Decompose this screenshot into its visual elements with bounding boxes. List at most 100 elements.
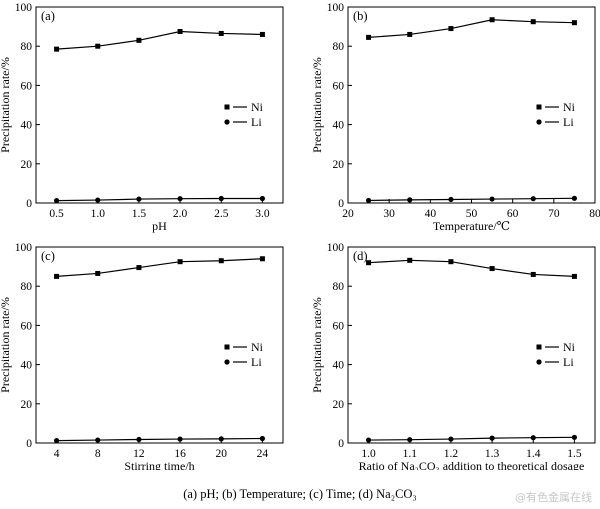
legend-marker xyxy=(224,104,230,110)
y-tick-label: 80 xyxy=(333,281,345,293)
data-point xyxy=(530,196,536,202)
legend-label: Li xyxy=(563,115,574,129)
data-point xyxy=(571,195,578,201)
data-point xyxy=(366,34,372,40)
chart-panel-2: 20 30 40 50 60 70 80020406080100Temperature/℃P… xyxy=(310,2,600,233)
figure-svg: 0.5 1.0 1.5 2.0 2.5 3.0020406080100pHPrecipit… xyxy=(0,2,600,470)
x-tick-label: 1.0 xyxy=(361,448,376,460)
legend-label: Ni xyxy=(251,340,264,354)
x-tick-label: 80 xyxy=(589,208,600,220)
legend-marker xyxy=(224,344,230,350)
y-axis-label: Precipitation rate/% xyxy=(0,57,12,153)
data-point xyxy=(177,196,183,202)
x-tick-label: 40 xyxy=(425,208,437,220)
x-tick-label: 1.4 xyxy=(526,448,541,460)
legend-label: Li xyxy=(563,355,574,369)
y-tick-label: 100 xyxy=(15,242,33,254)
chart-panel-3: 4 8 12 16 20 24 0 20 40 60 80 100 Stirring time/h Pre… xyxy=(0,242,284,470)
series-line xyxy=(56,437,263,442)
figure-panels: 0.5 1.0 1.5 2.0 2.5 3.0 0 20 40 60 80 100 pH Precipit… xyxy=(0,2,600,470)
data-point xyxy=(571,20,577,26)
legend-item-ni: Ni xyxy=(224,100,264,114)
data-point xyxy=(54,273,60,279)
legend-label: Ni xyxy=(563,100,576,114)
data-point xyxy=(218,258,224,264)
y-tick-label: 0 xyxy=(338,198,344,210)
data-point xyxy=(407,31,413,37)
data-point xyxy=(218,195,224,202)
legend-item-ni: Ni xyxy=(224,340,264,354)
legend-marker xyxy=(224,359,230,365)
x-axis-label: Temperature/℃ xyxy=(433,219,510,233)
legend-item-li: Li xyxy=(224,115,262,129)
y-axis-label: Precipitation rate/% xyxy=(310,297,324,393)
panel-label: (a) xyxy=(41,9,55,23)
data-point xyxy=(366,260,372,266)
legend-item-li: Li xyxy=(536,355,574,369)
chart-panel-1: 0.5 1.0 1.5 2.0 2.5 3.0 0 20 40 60 80 100 pH Precipit… xyxy=(0,2,284,233)
x-tick-label: 20 xyxy=(216,448,228,460)
x-tick-label: 3.0 xyxy=(255,208,270,220)
series-ni xyxy=(54,29,265,52)
y-tick-label: 20 xyxy=(333,159,345,171)
x-tick-label: 1.0 xyxy=(91,208,106,220)
x-tick-label: 2.5 xyxy=(214,208,229,220)
y-tick-label: 60 xyxy=(333,320,345,332)
y-tick-label: 40 xyxy=(333,360,345,372)
legend-label: Ni xyxy=(563,340,576,354)
x-tick-label: 50 xyxy=(466,208,478,220)
chart-panel-4: 1.0 1.1 1.2 1.3 1.4 1.5 0 20 40 60 80 100 Ratio of N… xyxy=(310,242,596,470)
data-point xyxy=(489,196,495,202)
x-tick-label: 1.3 xyxy=(485,448,500,460)
series-li xyxy=(365,195,578,204)
x-tick-label: 30 xyxy=(383,208,395,220)
plot-frame xyxy=(35,246,284,444)
y-axis-label: Precipitation rate/% xyxy=(0,297,12,393)
data-point xyxy=(136,265,142,271)
series-line xyxy=(56,197,263,202)
data-point xyxy=(218,436,224,442)
data-point xyxy=(365,197,372,204)
data-point xyxy=(54,46,60,52)
legend-label: Li xyxy=(251,355,262,369)
x-axis-label: Stirring time/h xyxy=(124,459,194,470)
data-point xyxy=(95,270,101,276)
y-tick-label: 40 xyxy=(333,120,345,132)
legend-label: Ni xyxy=(251,100,264,114)
y-tick-label: 100 xyxy=(327,2,345,14)
x-tick-label: 8 xyxy=(95,448,101,460)
x-tick-label: 1.5 xyxy=(132,208,147,220)
legend-marker xyxy=(536,104,542,110)
series-ni xyxy=(54,256,265,279)
y-tick-label: 20 xyxy=(21,159,33,171)
panel-label: (d) xyxy=(353,249,368,263)
data-point xyxy=(571,434,578,440)
data-point xyxy=(448,436,454,442)
x-tick-label: 1.5 xyxy=(567,448,582,460)
data-point xyxy=(489,266,495,272)
plot-frame xyxy=(347,246,596,444)
figure-caption: (a) pH; (b) Temperature; (c) Time; (d) N… xyxy=(183,487,417,501)
legend-item-li: Li xyxy=(224,355,262,369)
series-line xyxy=(368,259,575,277)
data-point xyxy=(530,19,536,25)
data-point xyxy=(407,197,413,203)
data-point xyxy=(407,257,413,263)
y-tick-label: 20 xyxy=(333,399,345,411)
data-point xyxy=(489,435,495,441)
legend-item-ni: Ni xyxy=(536,100,576,114)
y-axis-label: Precipitation rate/% xyxy=(310,57,324,153)
series-line xyxy=(56,30,263,50)
x-tick-label: 4 xyxy=(54,448,60,460)
data-point xyxy=(489,17,495,23)
data-point xyxy=(530,271,536,277)
series-ni xyxy=(366,257,577,279)
legend-marker xyxy=(536,359,542,365)
legend-marker xyxy=(224,119,230,125)
y-tick-label: 60 xyxy=(21,320,33,332)
legend-label: Li xyxy=(251,115,262,129)
legend-marker xyxy=(536,344,542,350)
data-point xyxy=(259,256,265,262)
data-point xyxy=(448,26,454,32)
x-tick-label: 0.5 xyxy=(49,208,64,220)
